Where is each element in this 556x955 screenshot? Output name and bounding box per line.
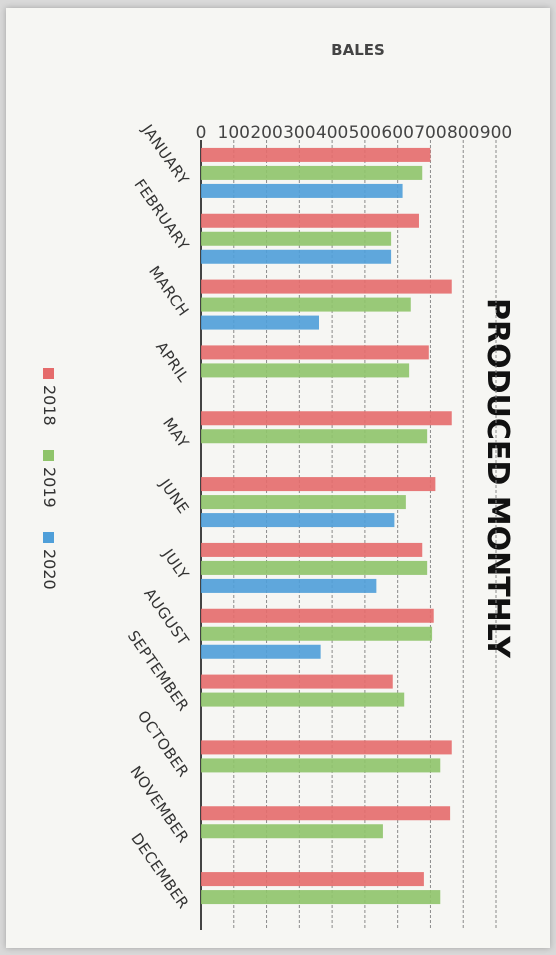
value-axis-ticks: 0 100 200 300 400 500 600 700 800 900 bbox=[196, 123, 513, 143]
chart-rotated-group: PRODUCED MONTHLY BALES 0 100 200 300 400 500 6… bbox=[40, 41, 515, 930]
bar bbox=[201, 213, 419, 228]
legend-label: 2020 bbox=[40, 549, 59, 590]
bar bbox=[201, 674, 393, 689]
bar bbox=[201, 806, 451, 821]
legend-swatch bbox=[43, 450, 54, 461]
legend: 2018 2019 2020 bbox=[40, 368, 59, 590]
bar bbox=[201, 872, 424, 887]
bar bbox=[201, 740, 452, 755]
bar bbox=[201, 824, 383, 839]
bar bbox=[201, 542, 423, 557]
category-label: MARCH bbox=[145, 263, 193, 320]
chart-title: PRODUCED MONTHLY bbox=[480, 298, 515, 659]
tick-label: 200 bbox=[250, 123, 282, 143]
category-label: APRIL bbox=[152, 338, 193, 385]
bar bbox=[201, 644, 321, 659]
bar bbox=[201, 429, 428, 444]
bar bbox=[200, 608, 434, 623]
bar bbox=[201, 513, 395, 528]
bar bbox=[201, 411, 452, 426]
legend-label: 2019 bbox=[40, 467, 59, 508]
bar bbox=[201, 495, 406, 510]
bar bbox=[201, 147, 431, 162]
tick-label: 700 bbox=[414, 123, 446, 143]
grid-lines bbox=[200, 140, 497, 930]
bar bbox=[201, 890, 441, 905]
category-label: MAY bbox=[159, 414, 193, 451]
category-labels: JANUARYFEBRUARYMARCHAPRILMAYJUNEJULYAUGU… bbox=[124, 120, 193, 912]
tick-label: 400 bbox=[316, 123, 348, 143]
category-label: JULY bbox=[158, 545, 192, 583]
bar bbox=[201, 477, 436, 492]
bar bbox=[201, 231, 392, 246]
category-label: JUNE bbox=[155, 475, 192, 517]
tick-label: 800 bbox=[447, 123, 479, 143]
tick-label: 900 bbox=[480, 123, 512, 143]
tick-label: 600 bbox=[381, 123, 413, 143]
legend-swatch bbox=[43, 368, 54, 379]
tick-label: 300 bbox=[283, 123, 315, 143]
bar bbox=[201, 758, 441, 773]
bar bbox=[201, 279, 452, 294]
tick-label: 500 bbox=[349, 123, 381, 143]
bar bbox=[201, 345, 429, 360]
tick-label: 0 bbox=[196, 123, 207, 143]
value-axis-title: BALES bbox=[331, 41, 385, 59]
bar bbox=[201, 183, 403, 198]
bars bbox=[200, 147, 452, 905]
legend-label: 2018 bbox=[40, 385, 59, 426]
bar bbox=[201, 363, 410, 378]
bar bbox=[201, 692, 405, 707]
bar bbox=[201, 315, 319, 330]
legend-swatch bbox=[43, 532, 54, 543]
bar bbox=[201, 297, 411, 312]
bar bbox=[201, 165, 423, 180]
bar bbox=[201, 560, 428, 575]
category-label: FEBRUARY bbox=[130, 176, 192, 254]
bar bbox=[201, 626, 433, 641]
bar bbox=[201, 578, 377, 593]
bar bbox=[201, 249, 392, 264]
tick-label: 100 bbox=[218, 123, 250, 143]
